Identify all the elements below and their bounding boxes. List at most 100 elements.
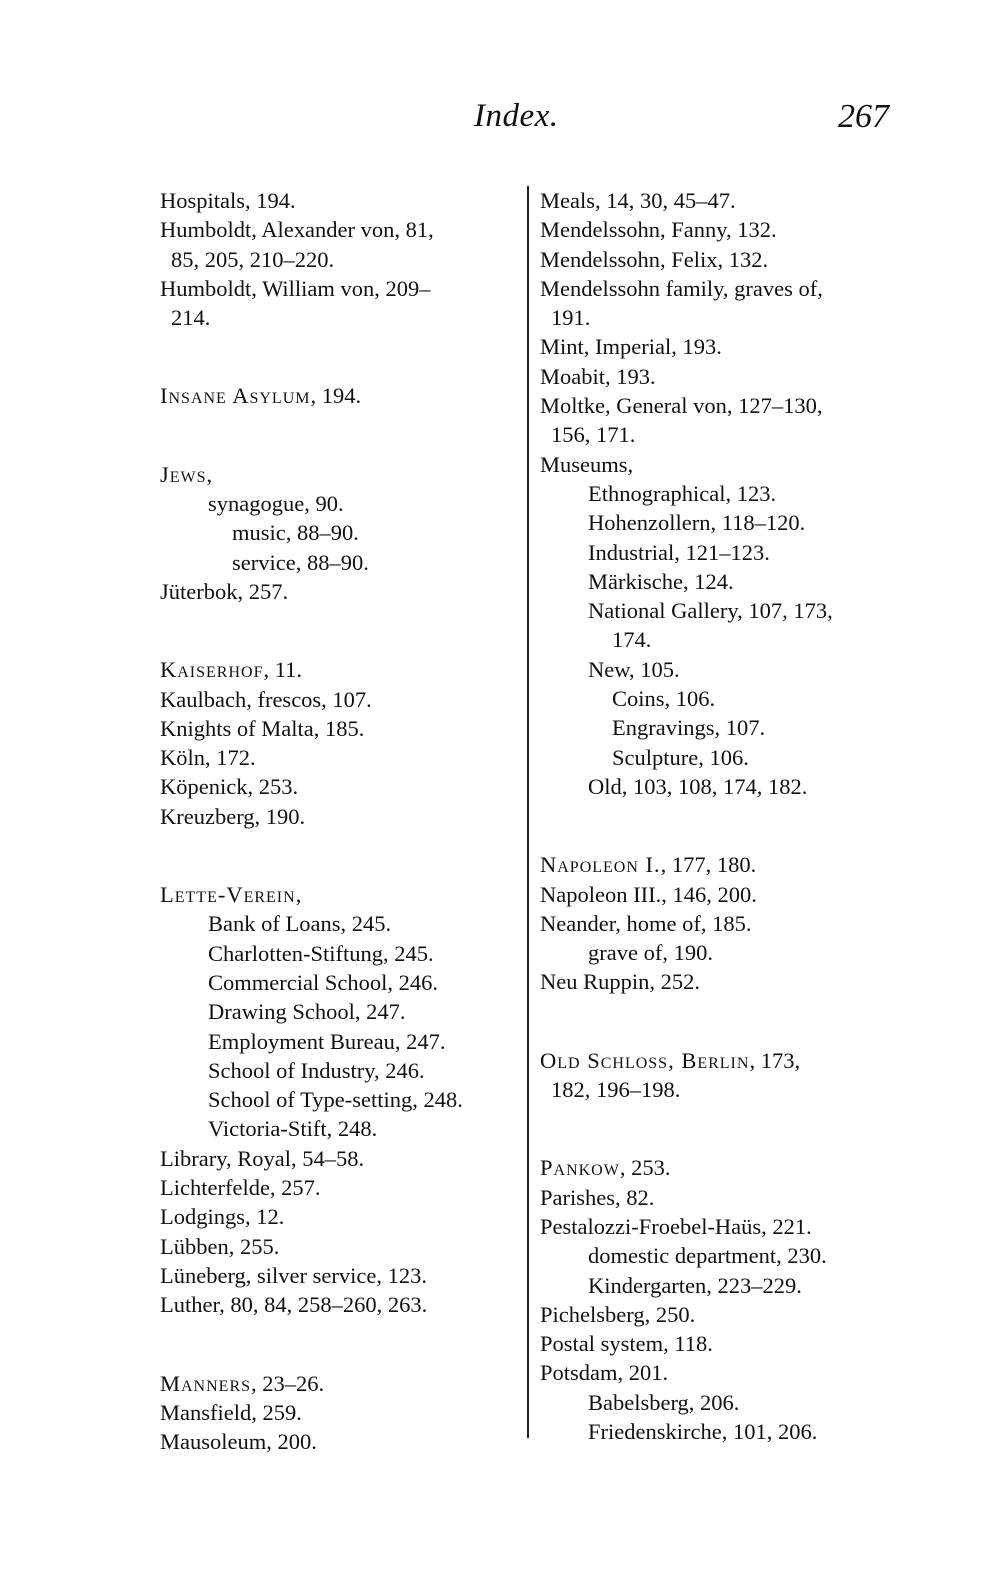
index-entry-text: 182, 196–198. (551, 1077, 681, 1103)
index-entry-continuation: 182, 196–198. (540, 1075, 905, 1104)
index-heading-smallcaps: Insane Asylum (160, 383, 311, 409)
index-entry-text: Humboldt, William von, 209– (160, 275, 431, 301)
index-entry: Neu Ruppin, 252. (540, 967, 905, 996)
index-entry-text: Moabit, 193. (540, 363, 656, 389)
index-column-right: Meals, 14, 30, 45–47. Mendelssohn, Fanny,… (540, 186, 905, 1495)
index-entry-continuation: 214. (160, 303, 520, 332)
index-entry-text: 85, 205, 210–220. (171, 246, 335, 272)
index-entry-continuation: 191. (540, 303, 905, 332)
index-entry: Lette-Verein, (160, 880, 520, 909)
index-entry: Moabit, 193. (540, 362, 905, 391)
index-entry-text: Potsdam, 201. (540, 1360, 669, 1386)
index-entry-text: Luther, 80, 84, 258–260, 263. (160, 1292, 428, 1318)
index-entry: Mendelssohn, Felix, 132. (540, 245, 905, 274)
index-entry-text: , 177, 180. (660, 852, 757, 878)
index-entry: Moltke, General von, 127–130, (540, 391, 905, 420)
index-letter-section: Insane Asylum, 194. (160, 381, 520, 410)
index-entry: Kaulbach, frescos, 107. (160, 685, 520, 714)
index-entry-text: Museums, (540, 451, 634, 477)
index-subentry: Bank of Loans, 245. (160, 909, 520, 938)
index-subentry: National Gallery, 107, 173, (540, 596, 905, 625)
index-entry-text: Commercial School, 246. (208, 969, 438, 995)
index-entry: Library, Royal, 54–58. (160, 1144, 520, 1173)
index-subentry: synagogue, 90. (160, 489, 520, 518)
index-entry-text: Kaulbach, frescos, 107. (160, 686, 372, 712)
index-entry-text: Mausoleum, 200. (160, 1429, 317, 1455)
index-entry: Manners, 23–26. (160, 1369, 520, 1398)
index-entry-text: , (206, 461, 213, 487)
index-letter-section: Hospitals, 194. Humboldt, Alexander von, … (160, 186, 520, 332)
index-entry: Kreuzberg, 190. (160, 802, 520, 831)
index-entry-text: Babelsberg, 206. (588, 1389, 740, 1415)
index-subentry: service, 88–90. (160, 548, 520, 577)
index-entry: Mausoleum, 200. (160, 1427, 520, 1456)
index-subentry: Commercial School, 246. (160, 968, 520, 997)
index-entry: Pichelsberg, 250. (540, 1300, 905, 1329)
index-column-left: Hospitals, 194. Humboldt, Alexander von, … (160, 186, 520, 1505)
index-subentry: Ethnographical, 123. (540, 479, 905, 508)
index-entry-text: Moltke, General von, 127–130, (540, 393, 823, 419)
index-entry-text: Mendelssohn, Felix, 132. (540, 246, 769, 272)
index-subentry: School of Industry, 246. (160, 1056, 520, 1085)
index-subentry: Industrial, 121–123. (540, 538, 905, 567)
index-entry-text: School of Type-setting, 248. (208, 1087, 463, 1113)
index-entry-text: Mendelssohn family, graves of, (540, 275, 823, 301)
index-subentry: Friedenskirche, 101, 206. (540, 1417, 905, 1446)
index-entry-text: Parishes, 82. (540, 1184, 655, 1210)
index-entry: Potsdam, 201. (540, 1358, 905, 1387)
index-subentry: Victoria-Stift, 248. (160, 1114, 520, 1143)
index-entry: Lübben, 255. (160, 1232, 520, 1261)
index-entry-text: Kreuzberg, 190. (160, 803, 306, 829)
index-entry-text: Mint, Imperial, 193. (540, 334, 722, 360)
index-entry-text: Kindergarten, 223–229. (588, 1272, 802, 1298)
index-entry: Napoleon I., 177, 180. (540, 850, 905, 879)
index-entry-text: Knights of Malta, 185. (160, 715, 365, 741)
index-entry: Pestalozzi-Froebel-Haüs, 221. (540, 1212, 905, 1241)
index-subentry: Employment Bureau, 247. (160, 1027, 520, 1056)
index-entry: Mendelssohn, Fanny, 132. (540, 215, 905, 244)
index-letter-section: Jews, synagogue, 90. music, 88–90. service,… (160, 460, 520, 606)
index-entry-text: synagogue, 90. (208, 491, 344, 517)
index-entry: Insane Asylum, 194. (160, 381, 520, 410)
index-subentry: Engravings, 107. (540, 713, 905, 742)
column-divider (527, 186, 529, 1438)
index-entry-text: 174. (612, 627, 652, 653)
index-entry-text: , 253. (619, 1155, 671, 1181)
index-subentry: Babelsberg, 206. (540, 1388, 905, 1417)
index-entry: Hospitals, 194. (160, 186, 520, 215)
index-letter-section: Lette-Verein, Bank of Loans, 245. Charlott… (160, 880, 520, 1319)
page-number: 267 (838, 98, 889, 135)
index-entry: Parishes, 82. (540, 1183, 905, 1212)
index-entry-text: Neu Ruppin, 252. (540, 969, 700, 995)
index-entry: Humboldt, Alexander von, 81, (160, 215, 520, 244)
index-entry-text: Library, Royal, 54–58. (160, 1145, 365, 1171)
index-subentry: music, 88–90. (160, 518, 520, 547)
index-entry: Meals, 14, 30, 45–47. (540, 186, 905, 215)
index-entry-text: Lodgings, 12. (160, 1204, 285, 1230)
index-entry: Old Schloss, Berlin, 173, (540, 1046, 905, 1075)
index-subentry: Kindergarten, 223–229. (540, 1271, 905, 1300)
index-entry-text: Lichterfelde, 257. (160, 1175, 321, 1201)
index-entry-text: grave of, 190. (588, 940, 713, 966)
index-heading-smallcaps: Kaiserhof (160, 657, 264, 683)
index-entry: Mendelssohn family, graves of, (540, 274, 905, 303)
index-letter-section: Manners, 23–26. Mansfield, 259. Mausoleum,… (160, 1369, 520, 1457)
index-subentry: grave of, 190. (540, 938, 905, 967)
index-entry-text: Lübben, 255. (160, 1233, 280, 1259)
index-entry-text: Friedenskirche, 101, 206. (588, 1418, 818, 1444)
index-entry-text: Industrial, 121–123. (588, 539, 770, 565)
index-entry-text: , 194. (310, 383, 362, 409)
index-subentry: Märkische, 124. (540, 567, 905, 596)
index-entry-text: Hospitals, 194. (160, 188, 296, 213)
index-entry-text: Mansfield, 259. (160, 1399, 302, 1425)
index-subentry: 174. (540, 625, 905, 654)
index-entry-text: , 11. (263, 657, 303, 683)
index-entry: Lodgings, 12. (160, 1202, 520, 1231)
index-subentry: Sculpture, 106. (540, 743, 905, 772)
index-entry-text: Mendelssohn, Fanny, 132. (540, 217, 777, 243)
index-subentry: Old, 103, 108, 174, 182. (540, 772, 905, 801)
index-entry-text: Old, 103, 108, 174, 182. (588, 773, 808, 799)
index-entry: Luther, 80, 84, 258–260, 263. (160, 1290, 520, 1319)
index-entry: Köln, 172. (160, 743, 520, 772)
index-subentry: New, 105. (540, 655, 905, 684)
